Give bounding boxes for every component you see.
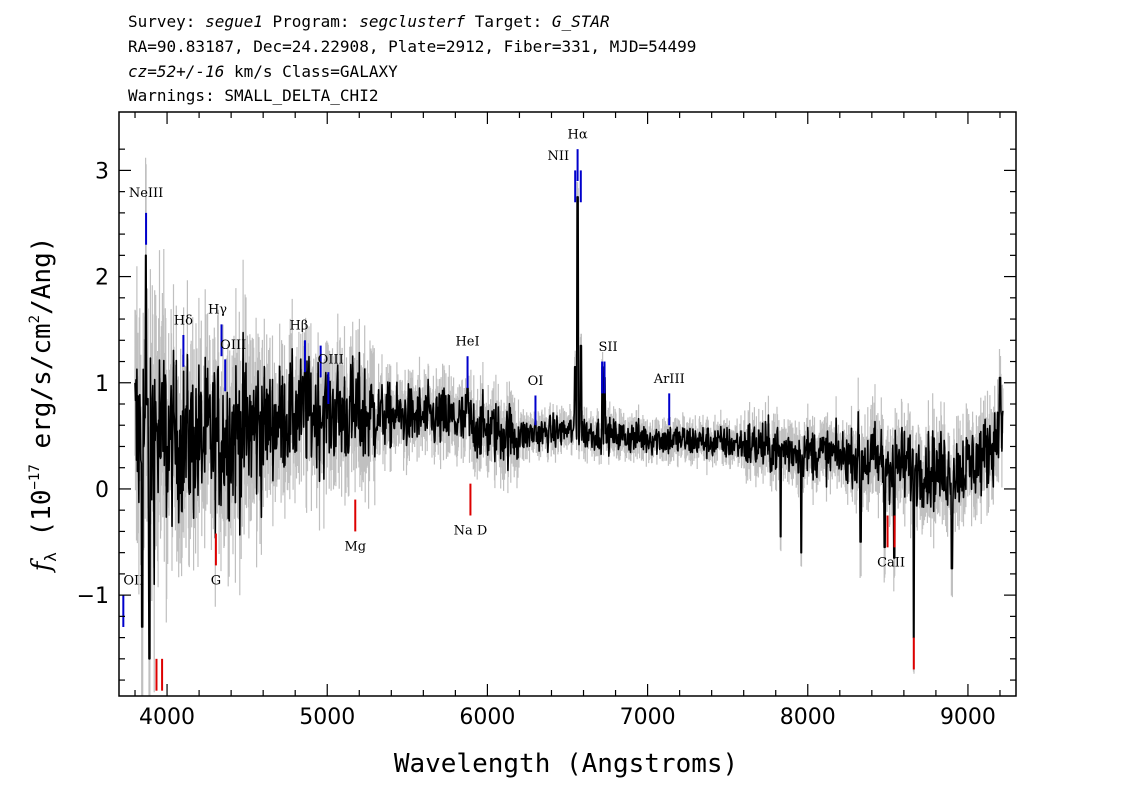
x-tick-label: 5000	[299, 705, 355, 730]
x-tick-label: 7000	[620, 705, 676, 730]
header-line4: Warnings: SMALL_DELTA_CHI2	[128, 86, 378, 105]
emission-line-label: NeIII	[129, 186, 163, 201]
emission-line-label: SII	[599, 340, 618, 355]
y-tick-label: −1	[77, 584, 109, 609]
absorption-line-label: Na D	[454, 524, 488, 539]
emission-line-label: ArIII	[653, 372, 685, 387]
x-tick-label: 9000	[940, 705, 996, 730]
absorption-line-label: G	[211, 574, 221, 589]
header-segment: G_STAR	[552, 12, 610, 31]
plot-area: OII NeIII Hδ Hγ OIII Hβ OIII HeI OI NII Hα SII ArIII…	[122, 128, 1004, 696]
header-segment: km/s Class=GALAXY	[224, 62, 398, 81]
emission-line-label: Hδ	[174, 313, 193, 328]
axes: 4000 5000 6000 7000 8000 9000 −1 0 1 2 3	[77, 111, 1017, 730]
emission-line-label: Hβ	[290, 319, 309, 334]
absorption-line-label: CaII	[877, 555, 905, 570]
header-line1: Survey: segue1 Program: segclusterf Targ…	[128, 12, 610, 31]
emission-line-label: NII	[548, 149, 570, 164]
header-segment: segclusterf	[359, 12, 465, 31]
emission-line-label: OI	[528, 374, 544, 389]
x-tick-label: 8000	[780, 705, 836, 730]
y-tick-label: 1	[95, 372, 109, 397]
y-tick-label: 3	[95, 159, 109, 184]
header-segment: Target:	[465, 12, 552, 31]
flux-series	[134, 196, 1004, 660]
header-segment: Warnings: SMALL_DELTA_CHI2	[128, 86, 378, 105]
header-line2: RA=90.83187, Dec=24.22908, Plate=2912, F…	[128, 37, 696, 56]
flux-line	[134, 196, 1004, 660]
y-tick-label: 2	[95, 266, 109, 291]
error-series	[134, 157, 1004, 696]
header-segment: segue1	[205, 12, 263, 31]
header-line3: cz=52+/-16 km/s Class=GALAXY	[128, 62, 398, 81]
spectral-line-markers: OII NeIII Hδ Hγ OIII Hβ OIII HeI OI NII Hα SII ArIII…	[122, 128, 915, 691]
x-tick-label: 6000	[459, 705, 515, 730]
error-band	[134, 157, 1004, 696]
y-axis-title: fλ (10−17 erg/s/cm2/Ang)	[27, 237, 60, 574]
emission-line-label: Hγ	[208, 303, 227, 318]
y-tick-label: 0	[95, 478, 109, 503]
emission-line-label: HeI	[455, 335, 479, 350]
header-segment: cz=52+/-16	[128, 62, 224, 81]
x-tick-label: 4000	[139, 705, 195, 730]
header: Survey: segue1 Program: segclusterf Targ…	[128, 12, 696, 105]
y-axis-title-text: fλ (10−17 erg/s/cm2/Ang)	[27, 237, 60, 574]
emission-line-label: OIII	[318, 353, 344, 368]
header-segment: RA=90.83187, Dec=24.22908, Plate=2912, F…	[128, 37, 696, 56]
emission-line-label: Hα	[568, 128, 588, 143]
header-segment: Survey:	[128, 12, 205, 31]
absorption-line-label: Mg	[344, 540, 366, 555]
emission-line-label: OIII	[220, 338, 246, 353]
x-axis-title: Wavelength (Angstroms)	[394, 749, 738, 779]
emission-line-label: OII	[123, 574, 144, 589]
header-segment: Program:	[263, 12, 359, 31]
